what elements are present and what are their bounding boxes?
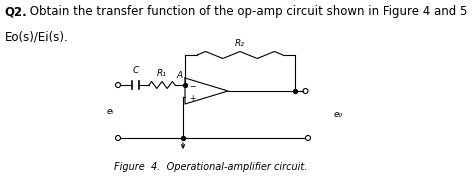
Text: −: − <box>189 82 195 91</box>
Text: Figure  4.  Operational-amplifier circuit.: Figure 4. Operational-amplifier circuit. <box>114 162 307 172</box>
Text: R₂: R₂ <box>235 39 245 48</box>
Text: +: + <box>189 94 195 103</box>
Text: e₀: e₀ <box>333 110 343 119</box>
Text: Q2.: Q2. <box>5 5 27 18</box>
Text: Eo(s)/Ei(s).: Eo(s)/Ei(s). <box>5 30 68 43</box>
Text: C: C <box>132 66 138 75</box>
Text: Obtain the transfer function of the op-amp circuit shown in Figure 4 and 5: Obtain the transfer function of the op-a… <box>26 5 467 18</box>
Text: R₁: R₁ <box>157 69 167 78</box>
Text: eᵢ: eᵢ <box>107 107 114 116</box>
Text: A: A <box>177 71 183 80</box>
